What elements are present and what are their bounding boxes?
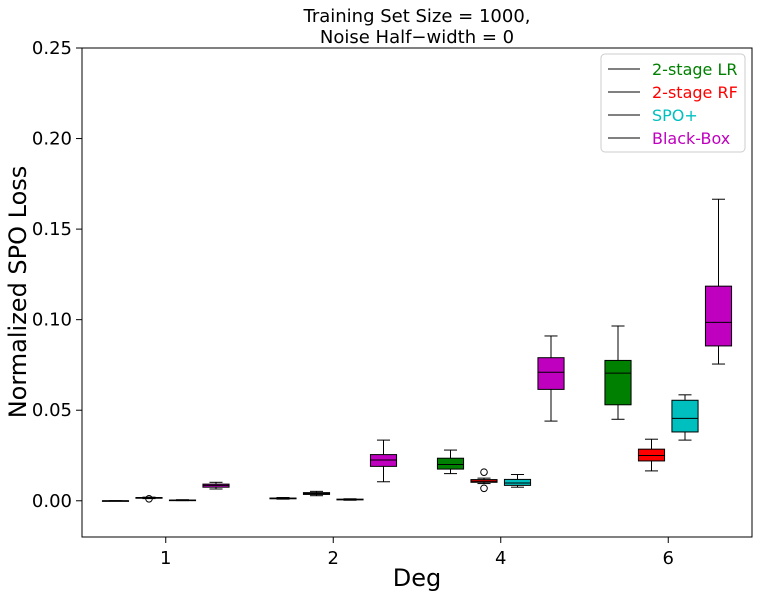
x-axis-ticks: 1 2 4 6 bbox=[160, 537, 674, 569]
x-tick-label: 4 bbox=[495, 548, 506, 569]
chart-title: Training Set Size = 1000, Noise Half−wid… bbox=[302, 6, 530, 48]
box-spo--deg-2 bbox=[336, 498, 364, 501]
y-tick-label: 0.10 bbox=[32, 310, 72, 331]
legend-label-2-stage-lr: 2-stage LR bbox=[652, 60, 737, 79]
box-body bbox=[436, 457, 465, 470]
box-spo--deg-6 bbox=[671, 394, 699, 441]
box-black-box-deg-2 bbox=[369, 439, 398, 483]
chart-title-line-2: Noise Half−width = 0 bbox=[320, 27, 514, 48]
y-tick-label: 0.20 bbox=[32, 129, 72, 150]
y-tick-label: 0.25 bbox=[32, 38, 72, 59]
box-2-stage-lr-deg-6 bbox=[604, 325, 632, 420]
box-black-box-deg-6 bbox=[704, 198, 733, 365]
plot-frame bbox=[81, 47, 753, 538]
box-2-stage-rf-deg-2 bbox=[302, 490, 331, 497]
legend-frame bbox=[600, 53, 746, 153]
legend-label-2-stage-rf: 2-stage RF bbox=[652, 83, 738, 102]
y-tick-label: 0.05 bbox=[32, 400, 72, 421]
box-2-stage-lr-deg-1 bbox=[101, 500, 130, 502]
box-black-box-deg-4 bbox=[537, 335, 565, 422]
box-body bbox=[704, 285, 733, 347]
x-tick-label: 1 bbox=[160, 548, 171, 569]
outlier-point bbox=[145, 494, 153, 503]
box-black-box-deg-1 bbox=[202, 481, 230, 490]
box-2-stage-lr-deg-2 bbox=[269, 497, 297, 500]
x-tick-label: 6 bbox=[663, 548, 674, 569]
x-tick-label: 2 bbox=[328, 548, 339, 569]
box-body bbox=[503, 478, 532, 486]
box-body bbox=[604, 359, 632, 406]
box-plots bbox=[101, 198, 733, 503]
legend-entry-2-stage-lr: 2-stage LR bbox=[608, 60, 737, 79]
legend-entry-black-box: Black-Box bbox=[608, 129, 730, 148]
box-spo--deg-4 bbox=[503, 474, 532, 488]
x-axis-label: Deg bbox=[393, 564, 441, 592]
box-body bbox=[537, 357, 565, 390]
box-2-stage-rf-deg-6 bbox=[637, 438, 666, 472]
box-2-stage-rf-deg-4 bbox=[470, 468, 498, 493]
y-axis-label: Normalized SPO Loss bbox=[4, 166, 32, 419]
legend-entry-spo-plus: SPO+ bbox=[608, 106, 698, 125]
y-tick-label: 0.00 bbox=[32, 491, 72, 512]
legend-label-spo-plus: SPO+ bbox=[652, 106, 698, 125]
legend-entry-2-stage-rf: 2-stage RF bbox=[608, 83, 738, 102]
outlier-point bbox=[480, 468, 488, 476]
box-2-stage-lr-deg-4 bbox=[436, 449, 465, 475]
box-2-stage-rf-deg-1 bbox=[135, 494, 163, 503]
box-body bbox=[671, 399, 699, 433]
legend: 2-stage LR 2-stage RF SPO+ Black-Box bbox=[600, 53, 746, 153]
chart-title-line-1: Training Set Size = 1000, bbox=[302, 6, 530, 27]
box-spo--deg-1 bbox=[168, 499, 197, 502]
legend-label-black-box: Black-Box bbox=[652, 129, 730, 148]
outlier-point bbox=[480, 484, 488, 493]
y-axis-ticks: 0.00 0.05 0.10 0.15 0.20 0.25 bbox=[32, 38, 82, 512]
y-tick-label: 0.15 bbox=[32, 219, 72, 240]
